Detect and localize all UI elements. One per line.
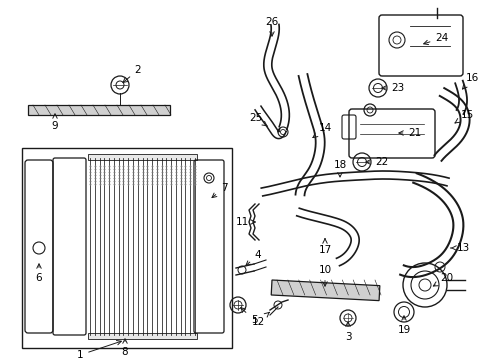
Text: 26: 26 — [265, 17, 278, 36]
Text: 13: 13 — [450, 243, 468, 253]
Text: 2: 2 — [122, 65, 141, 82]
Text: 5: 5 — [240, 308, 257, 325]
Text: 18: 18 — [333, 160, 346, 177]
Text: 14: 14 — [312, 123, 331, 138]
Bar — [22, 148, 231, 348]
Text: 19: 19 — [397, 316, 410, 335]
Text: 24: 24 — [423, 33, 447, 45]
Text: 17: 17 — [318, 239, 331, 255]
Text: 3: 3 — [344, 322, 350, 342]
Text: 23: 23 — [381, 83, 404, 93]
Text: 6: 6 — [36, 264, 42, 283]
Text: 4: 4 — [245, 250, 261, 265]
Bar — [88, 154, 197, 160]
Text: 21: 21 — [398, 128, 421, 138]
Text: 15: 15 — [454, 110, 473, 123]
Text: 9: 9 — [52, 114, 58, 131]
Text: 12: 12 — [251, 312, 269, 327]
Text: 20: 20 — [432, 273, 453, 286]
Text: 7: 7 — [212, 183, 227, 198]
Text: 16: 16 — [462, 73, 478, 89]
Bar — [88, 333, 197, 339]
Text: 22: 22 — [365, 157, 388, 167]
Text: 10: 10 — [318, 265, 331, 286]
Text: 1: 1 — [77, 341, 121, 360]
Bar — [28, 105, 170, 115]
Text: 8: 8 — [122, 339, 128, 357]
Bar — [271, 280, 379, 301]
Text: 25: 25 — [249, 113, 267, 126]
Text: 11: 11 — [235, 217, 255, 227]
